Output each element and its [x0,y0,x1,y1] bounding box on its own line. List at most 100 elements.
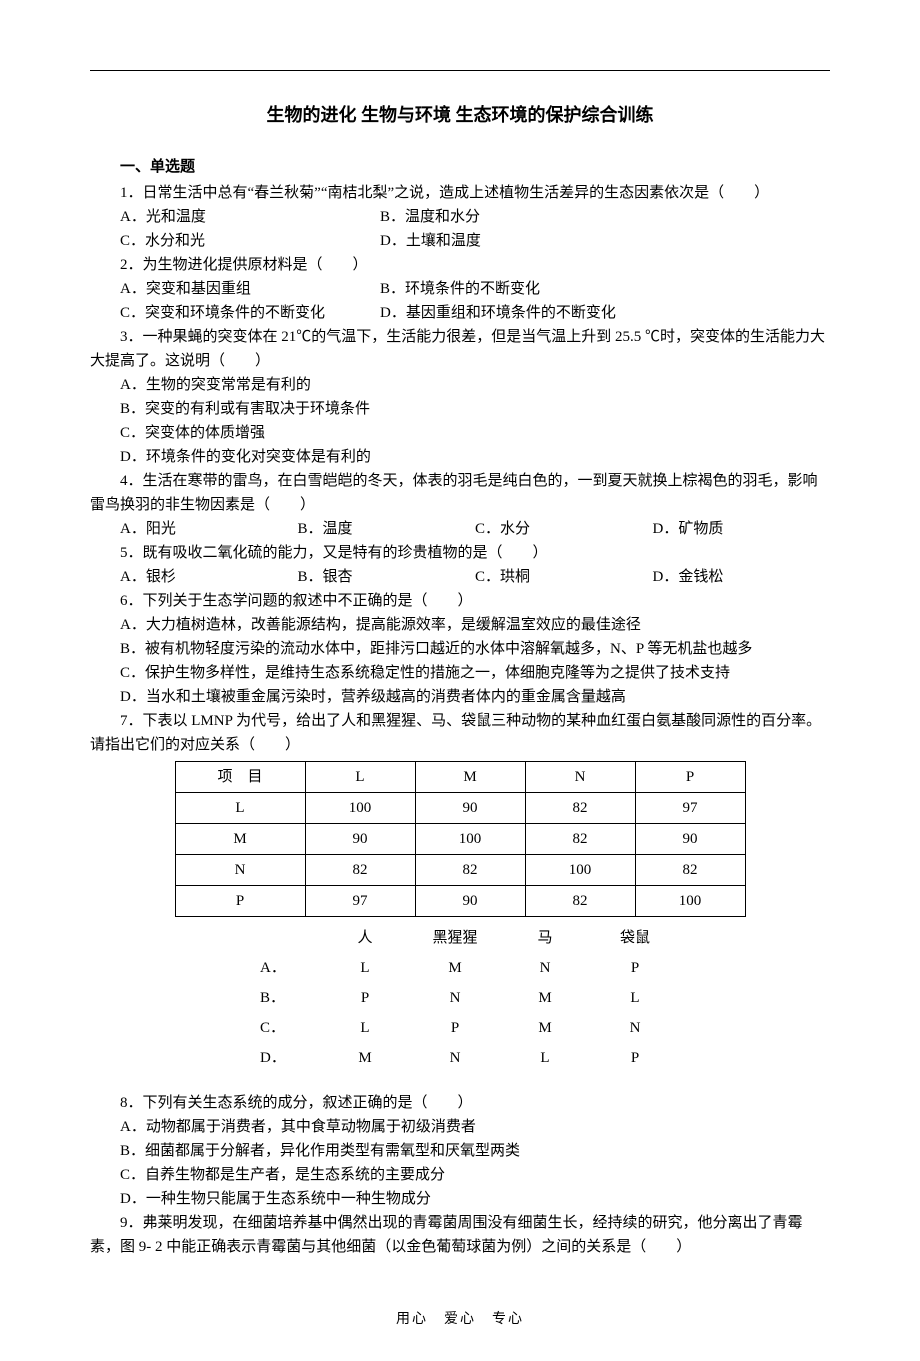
q1-options-row1: A．光和温度 B．温度和水分 [90,205,830,229]
cell: 100 [525,854,635,885]
cell: P [410,1013,500,1043]
q5-stem: 5．既有吸收二氧化硫的能力，又是特有的珍贵植物的是（ ） [90,541,830,565]
ah-1: 人 [320,923,410,953]
cell: M [320,1043,410,1073]
q2-opt-b: B．环境条件的不断变化 [380,277,540,301]
q5-opt-d: D．金钱松 [653,565,831,589]
answer-header-row: 人 黑猩猩 马 袋鼠 [240,923,680,953]
q8-stem: 8．下列有关生态系统的成分，叙述正确的是（ ） [90,1091,830,1115]
ah-3: 马 [500,923,590,953]
q7-answer-table: 人 黑猩猩 马 袋鼠 A． L M N P B． P N M L C． L P … [240,923,680,1073]
cell: L [175,792,305,823]
cell: M [410,953,500,983]
q2-options-row1: A．突变和基因重组 B．环境条件的不断变化 [90,277,830,301]
cell: B． [240,983,320,1013]
cell: 82 [415,854,525,885]
answer-row: D． M N L P [240,1043,680,1073]
q1-opt-d: D．土壤和温度 [380,229,481,253]
cell: M [175,823,305,854]
q1-options-row2: C．水分和光 D．土壤和温度 [90,229,830,253]
cell: N [410,1043,500,1073]
cell: 82 [525,792,635,823]
ah-2: 黑猩猩 [410,923,500,953]
th-1: L [305,761,415,792]
cell: L [500,1043,590,1073]
cell: 90 [635,823,745,854]
q8-opt-a: A．动物都属于消费者，其中食草动物属于初级消费者 [90,1115,830,1139]
cell: 100 [415,823,525,854]
cell: M [500,983,590,1013]
cell: N [500,953,590,983]
cell: 82 [525,885,635,916]
q2-options-row2: C．突变和环境条件的不断变化 D．基因重组和环境条件的不断变化 [90,301,830,325]
th-0: 项 目 [175,761,305,792]
q7-data-table: 项 目 L M N P L 100 90 82 97 M 90 100 82 9… [175,761,746,917]
answer-row: B． P N M L [240,983,680,1013]
q1-opt-c: C．水分和光 [90,229,380,253]
cell: P [590,1043,680,1073]
q3-stem: 3．一种果蝇的突变体在 21℃的气温下，生活能力很差，但是当气温上升到 25.5… [90,325,830,373]
cell: 82 [635,854,745,885]
cell: N [410,983,500,1013]
cell: 90 [415,792,525,823]
cell: D． [240,1043,320,1073]
q2-opt-c: C．突变和环境条件的不断变化 [90,301,380,325]
table-row: N 82 82 100 82 [175,854,745,885]
table-header-row: 项 目 L M N P [175,761,745,792]
page-footer: 用心 爱心 专心 [90,1309,830,1331]
answer-row: A． L M N P [240,953,680,983]
table-row: M 90 100 82 90 [175,823,745,854]
q5-options: A．银杉 B．银杏 C．珙桐 D．金钱松 [90,565,830,589]
q5-opt-a: A．银杉 [120,565,298,589]
table-row: L 100 90 82 97 [175,792,745,823]
q2-opt-d: D．基因重组和环境条件的不断变化 [380,301,616,325]
q6-opt-c: C．保护生物多样性，是维持生态系统稳定性的措施之一，体细胞克隆等为之提供了技术支… [90,661,830,685]
q4-opt-b: B．温度 [298,517,476,541]
q1-stem: 1．日常生活中总有“春兰秋菊”“南桔北梨”之说，造成上述植物生活差异的生态因素依… [90,181,830,205]
q4-stem: 4．生活在寒带的雷鸟，在白雪皑皑的冬天，体表的羽毛是纯白色的，一到夏天就换上棕褐… [90,469,830,517]
q1-opt-a: A．光和温度 [90,205,380,229]
cell: L [320,953,410,983]
q7-stem: 7．下表以 LMNP 为代号，给出了人和黑猩猩、马、袋鼠三种动物的某种血红蛋白氨… [90,709,830,757]
q6-stem: 6．下列关于生态学问题的叙述中不正确的是（ ） [90,589,830,613]
q5-opt-c: C．珙桐 [475,565,653,589]
ah-4: 袋鼠 [590,923,680,953]
q4-opt-d: D．矿物质 [653,517,831,541]
cell: 100 [305,792,415,823]
cell: 97 [635,792,745,823]
section-heading-1: 一、单选题 [90,155,830,179]
q4-opt-c: C．水分 [475,517,653,541]
q6-opt-a: A．大力植树造林，改善能源结构，提高能源效率，是缓解温室效应的最佳途径 [90,613,830,637]
cell: N [590,1013,680,1043]
cell: N [175,854,305,885]
answer-row: C． L P M N [240,1013,680,1043]
q3-opt-d: D．环境条件的变化对突变体是有利的 [90,445,830,469]
cell: P [175,885,305,916]
q5-opt-b: B．银杏 [298,565,476,589]
q1-opt-b: B．温度和水分 [380,205,480,229]
q8-opt-d: D．一种生物只能属于生态系统中一种生物成分 [90,1187,830,1211]
q6-opt-b: B．被有机物轻度污染的流动水体中，距排污口越近的水体中溶解氧越多，N、P 等无机… [90,637,830,661]
q3-opt-c: C．突变体的体质增强 [90,421,830,445]
q4-opt-a: A．阳光 [120,517,298,541]
q3-opt-b: B．突变的有利或有害取决于环境条件 [90,397,830,421]
q6-opt-d: D．当水和土壤被重金属污染时，营养级越高的消费者体内的重金属含量越高 [90,685,830,709]
q8-opt-b: B．细菌都属于分解者，异化作用类型有需氧型和厌氧型两类 [90,1139,830,1163]
q8-opt-c: C．自养生物都是生产者，是生态系统的主要成分 [90,1163,830,1187]
cell: 100 [635,885,745,916]
cell: L [320,1013,410,1043]
cell: 82 [525,823,635,854]
th-3: N [525,761,635,792]
cell: 90 [305,823,415,854]
page-title: 生物的进化 生物与环境 生态环境的保护综合训练 [90,101,830,130]
cell: 97 [305,885,415,916]
q3-opt-a: A．生物的突变常常是有利的 [90,373,830,397]
cell: C． [240,1013,320,1043]
top-horizontal-rule [90,70,830,71]
ah-0 [240,923,320,953]
q4-options: A．阳光 B．温度 C．水分 D．矿物质 [90,517,830,541]
th-4: P [635,761,745,792]
cell: P [590,953,680,983]
cell: L [590,983,680,1013]
cell: 90 [415,885,525,916]
